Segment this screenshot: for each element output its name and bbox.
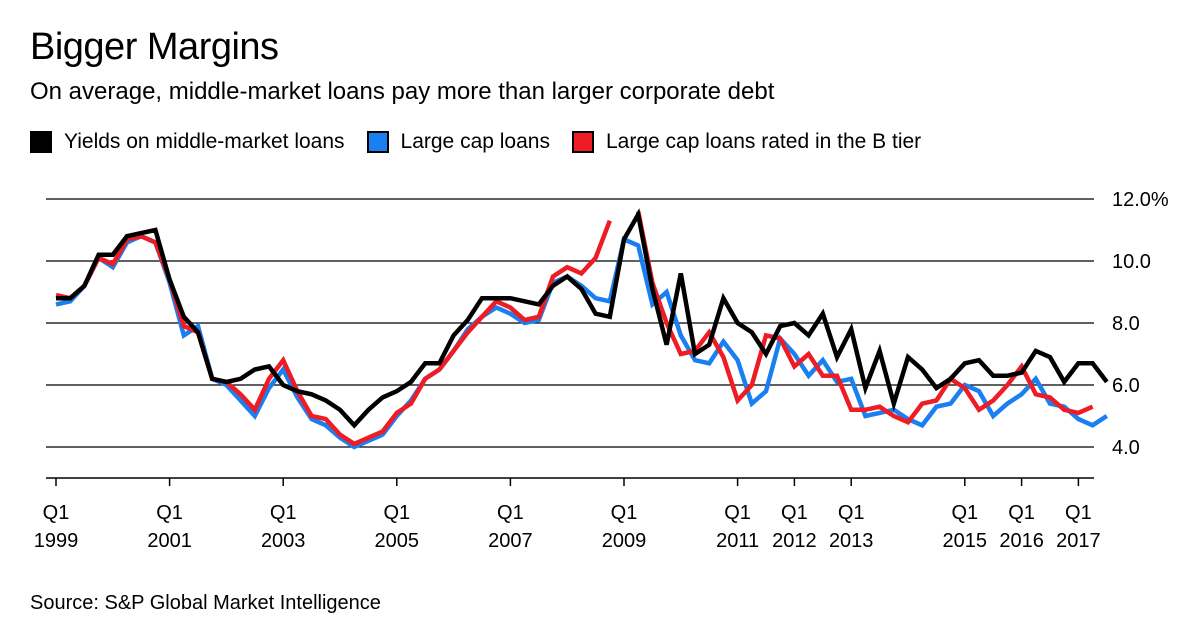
y-tick-label-10: 10.0 [1112, 251, 1151, 273]
y-tick-label-4: 4.0 [1112, 437, 1140, 459]
x-tick-label-q-2001: Q1 [156, 502, 183, 524]
legend-swatch-large-cap [366, 131, 389, 153]
x-tick-label-q-2009: Q1 [611, 502, 638, 524]
legend-label-middle-market: Yields on middle-market loans [64, 130, 345, 153]
x-tick-label-year-2011: 2011 [716, 530, 759, 552]
x-tick-label-year-2015: 2015 [943, 530, 988, 552]
series-line-yields-on-middle-market-loans [56, 208, 1109, 429]
x-tick-label-q-2017: Q1 [1065, 502, 1092, 524]
series-line-large-cap-loans [55, 233, 1109, 450]
legend-item-large-cap-b-tier: Large cap loans rated in the B tier [571, 130, 922, 154]
x-tick-label-q-1999: Q1 [43, 502, 70, 524]
source-note: Source: S&P Global Market Intelligence [30, 592, 381, 614]
y-tick-label-12: 12.0% [1112, 189, 1169, 211]
x-tick-label-q-2003: Q1 [270, 502, 297, 524]
chart-title: Bigger Margins [30, 26, 279, 68]
x-tick-label-year-2001: 2001 [147, 530, 192, 552]
legend-label-large-cap-b-tier: Large cap loans rated in the B tier [605, 130, 922, 153]
legend-swatch-large-cap-b-tier [571, 131, 594, 153]
legend-item-middle-market: Yields on middle-market loans [30, 130, 345, 154]
x-tick-label-year-1999: 1999 [34, 530, 79, 552]
x-tick-label-year-2005: 2005 [375, 530, 420, 552]
x-tick-label-year-2003: 2003 [261, 530, 306, 552]
x-tick-label-q-2007: Q1 [497, 502, 524, 524]
x-tick-label-year-2012: 2012 [772, 530, 817, 552]
x-tick-label-year-2009: 2009 [602, 530, 647, 552]
legend-item-large-cap: Large cap loans [366, 130, 550, 154]
x-tick-label-q-2011: Q1 [724, 502, 751, 524]
x-tick-label-year-2016: 2016 [999, 530, 1044, 552]
x-tick-label-q-2012: Q1 [781, 502, 808, 524]
x-tick-label-q-2015: Q1 [951, 502, 978, 524]
x-tick-label-year-2013: 2013 [829, 530, 874, 552]
series-large-cap-loans [55, 233, 1109, 450]
x-tick-label-q-2005: Q1 [383, 502, 410, 524]
chart-subtitle: On average, middle-market loans pay more… [30, 78, 775, 105]
x-tick-label-year-2007: 2007 [488, 530, 533, 552]
x-tick-label-q-2016: Q1 [1008, 502, 1035, 524]
legend-label-large-cap: Large cap loans [400, 130, 550, 153]
y-tick-label-8: 8.0 [1112, 313, 1140, 335]
series-yields-on-middle-market-loans [56, 208, 1109, 429]
y-tick-label-6: 6.0 [1112, 375, 1140, 397]
x-tick-label-year-2017: 2017 [1056, 530, 1101, 552]
x-tick-label-q-2013: Q1 [838, 502, 865, 524]
legend-swatch-middle-market [30, 131, 52, 153]
legend: Yields on middle-market loans Large cap … [30, 130, 943, 154]
